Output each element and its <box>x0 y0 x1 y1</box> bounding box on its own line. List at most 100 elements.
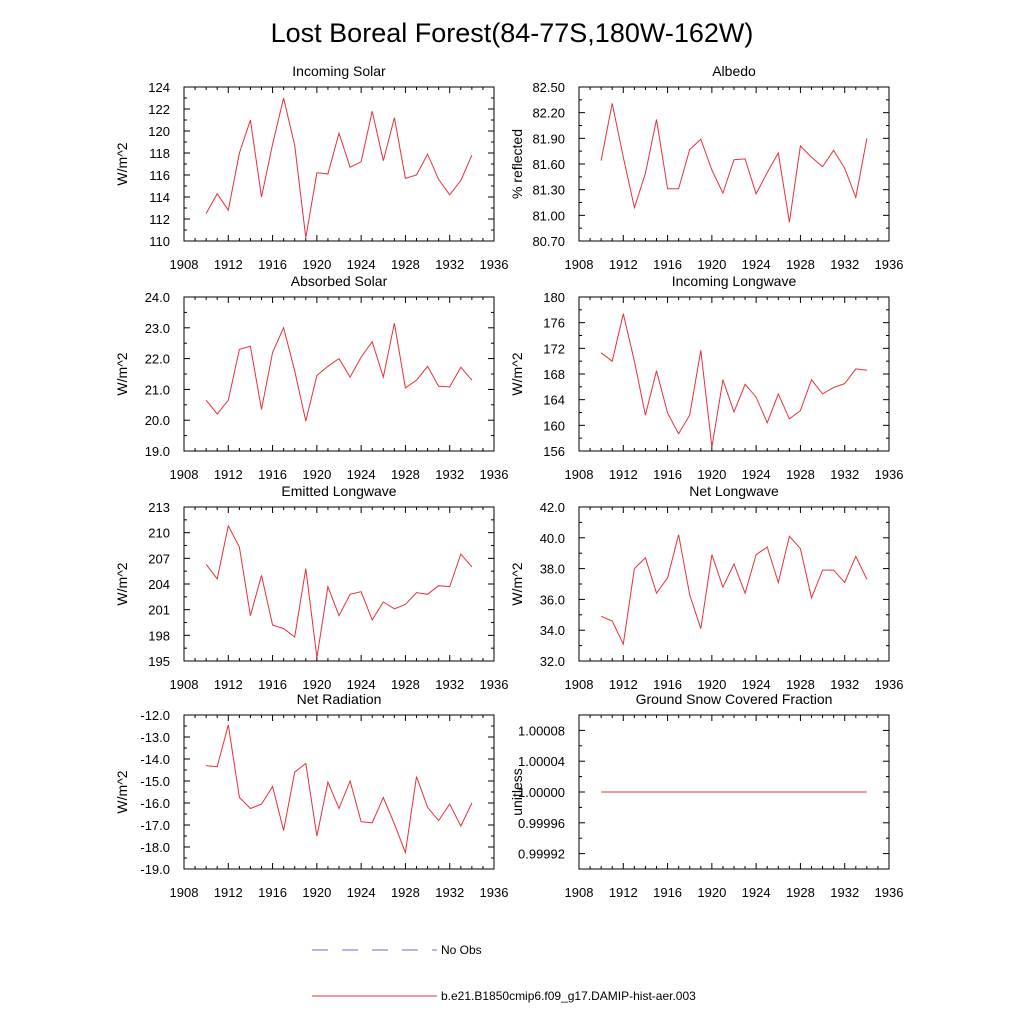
panel-3: Incoming Longwave W/m^2 1908 1912 1916 1920 19… <box>509 273 903 482</box>
y-tick-label: 81.30 <box>532 183 565 198</box>
y-tick-label: 80.70 <box>532 234 565 249</box>
x-tick-label: 1908 <box>170 257 199 272</box>
panel-5: Net Longwave W/m^2 1908 1912 1916 1920 1924 192… <box>509 483 903 692</box>
x-tick-label: 1920 <box>697 257 726 272</box>
x-tick-label: 1908 <box>565 677 594 692</box>
panel-title: Absorbed Solar <box>291 273 388 289</box>
x-tick-label: 1924 <box>742 467 771 482</box>
y-tick-label: 164 <box>543 393 565 408</box>
y-tick-label: -18.0 <box>140 840 170 855</box>
x-tick-label: 1924 <box>742 885 771 900</box>
x-tick-label: 1908 <box>565 885 594 900</box>
x-tick-label: 1928 <box>786 885 815 900</box>
y-axis-label: W/m^2 <box>509 562 525 605</box>
x-tick-label: 1936 <box>480 257 509 272</box>
y-tick-label: 82.50 <box>532 80 565 95</box>
y-axis-label: % reflected <box>509 129 525 199</box>
x-tick-label: 1912 <box>609 257 638 272</box>
x-tick-label: 1916 <box>258 677 287 692</box>
x-tick-label: 1936 <box>875 257 904 272</box>
y-tick-label: 204 <box>148 577 170 592</box>
y-tick-label: 180 <box>543 290 565 305</box>
y-tick-label: 168 <box>543 367 565 382</box>
y-axis-label: W/m^2 <box>114 562 130 605</box>
x-tick-label: 1916 <box>258 885 287 900</box>
y-tick-label: 201 <box>148 603 170 618</box>
y-tick-label: -14.0 <box>140 752 170 767</box>
x-tick-label: 1912 <box>214 257 243 272</box>
y-tick-label: 0.99996 <box>518 816 565 831</box>
y-tick-label: 81.90 <box>532 131 565 146</box>
x-tick-label: 1936 <box>875 677 904 692</box>
x-tick-label: 1920 <box>302 885 331 900</box>
y-tick-label: -17.0 <box>140 818 170 833</box>
panel-0: Incoming Solar W/m^2 1908 1912 1916 1920 1924 1… <box>114 63 508 272</box>
x-tick-label: 1924 <box>742 677 771 692</box>
x-tick-label: 1932 <box>435 677 464 692</box>
y-axis-label: W/m^2 <box>114 142 130 185</box>
plot-frame <box>183 296 495 452</box>
x-tick-label: 1912 <box>609 885 638 900</box>
x-tick-label: 1920 <box>302 677 331 692</box>
y-tick-label: 118 <box>149 146 170 161</box>
x-tick-label: 1928 <box>391 467 420 482</box>
y-tick-label: 82.20 <box>532 106 565 121</box>
x-tick-label: 1936 <box>480 467 509 482</box>
x-tick-label: 1932 <box>830 257 859 272</box>
x-tick-label: 1936 <box>875 885 904 900</box>
y-tick-label: -15.0 <box>140 774 170 789</box>
x-tick-label: 1916 <box>653 677 682 692</box>
x-tick-label: 1932 <box>435 257 464 272</box>
y-tick-label: 20.0 <box>145 413 170 428</box>
x-tick-label: 1916 <box>653 885 682 900</box>
panel-title: Ground Snow Covered Fraction <box>636 691 833 707</box>
x-tick-label: 1928 <box>786 467 815 482</box>
panel-title: Net Radiation <box>297 691 382 707</box>
x-tick-label: 1916 <box>653 257 682 272</box>
x-tick-label: 1912 <box>609 467 638 482</box>
series-line <box>206 724 473 855</box>
y-tick-label: 207 <box>148 551 170 566</box>
x-tick-label: 1908 <box>565 467 594 482</box>
y-tick-label: 213 <box>148 500 170 515</box>
y-tick-label: 40.0 <box>540 531 565 546</box>
y-tick-label: 32.0 <box>540 654 565 669</box>
y-tick-label: -13.0 <box>140 730 170 745</box>
y-axis-label: unitless <box>509 768 525 815</box>
x-tick-label: 1916 <box>258 467 287 482</box>
x-tick-label: 1908 <box>170 677 199 692</box>
y-tick-label: 23.0 <box>145 321 170 336</box>
x-tick-label: 1928 <box>391 677 420 692</box>
y-tick-label: 124 <box>148 80 170 95</box>
y-tick-label: 116 <box>149 168 170 183</box>
series-line <box>205 323 473 422</box>
x-tick-label: 1936 <box>875 467 904 482</box>
x-tick-label: 1932 <box>830 467 859 482</box>
panel-title: Emitted Longwave <box>281 483 396 499</box>
y-tick-label: 81.60 <box>532 157 565 172</box>
series-line <box>600 313 867 448</box>
x-tick-label: 1932 <box>830 885 859 900</box>
y-tick-label: 34.0 <box>540 623 565 638</box>
y-tick-label: 36.0 <box>540 592 565 607</box>
y-axis-label: W/m^2 <box>509 352 525 395</box>
x-tick-label: 1920 <box>302 257 331 272</box>
y-tick-label: 160 <box>543 418 565 433</box>
figure-title: Lost Boreal Forest(84-77S,180W-162W) <box>271 18 754 48</box>
x-tick-label: 1920 <box>302 467 331 482</box>
x-tick-label: 1936 <box>480 885 509 900</box>
x-tick-label: 1912 <box>214 467 243 482</box>
y-tick-label: 24.0 <box>145 290 170 305</box>
y-tick-label: 176 <box>543 316 565 331</box>
y-tick-label: 210 <box>148 526 170 541</box>
y-tick-label: 122 <box>148 102 170 117</box>
y-tick-label: -16.0 <box>140 796 170 811</box>
y-tick-label: -12.0 <box>140 708 170 723</box>
series-line <box>205 97 473 238</box>
y-axis-label: W/m^2 <box>114 770 130 813</box>
x-tick-label: 1928 <box>391 257 420 272</box>
x-tick-label: 1924 <box>347 885 376 900</box>
y-tick-label: 112 <box>149 212 170 227</box>
x-tick-label: 1924 <box>742 257 771 272</box>
y-tick-label: -19.0 <box>140 862 170 877</box>
